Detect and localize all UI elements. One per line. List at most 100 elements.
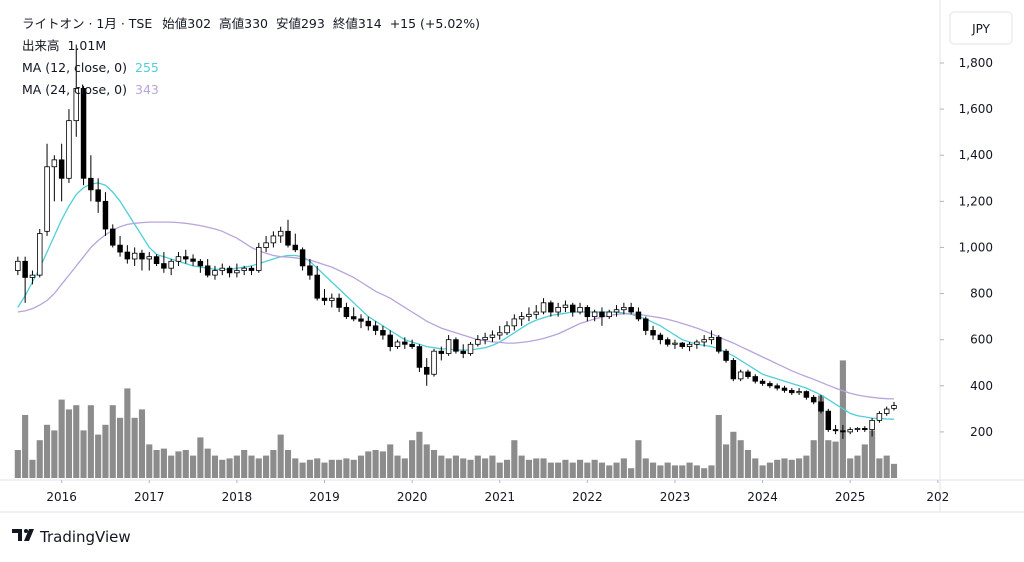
volume-bar	[518, 455, 525, 478]
volume-bar	[708, 465, 715, 478]
candle-body	[518, 316, 525, 320]
volume-bar	[482, 458, 489, 478]
candle-body	[489, 334, 496, 338]
candle-body	[643, 318, 649, 331]
volume-bar	[657, 465, 664, 478]
candle-body	[175, 256, 182, 262]
volume-bar	[679, 465, 686, 478]
volume-bar	[839, 360, 846, 478]
volume-bar	[336, 459, 343, 478]
volume-bar	[489, 455, 496, 478]
candle-body	[767, 383, 773, 387]
close-label: 終値	[333, 16, 358, 31]
volume-bar	[445, 458, 452, 478]
volume-bar	[321, 462, 328, 478]
volume-bar	[438, 455, 445, 478]
candle-body	[73, 87, 79, 122]
volume-bar	[372, 450, 379, 478]
volume-bar	[226, 458, 233, 478]
y-tick-label: 400	[970, 379, 993, 393]
candle-body	[292, 244, 299, 251]
volume-bar	[248, 455, 255, 478]
ma12-legend[interactable]: MA (12, close, 0) 255	[22, 60, 159, 75]
candle-body	[482, 336, 488, 341]
volume-bar	[825, 440, 832, 478]
candle-body	[22, 260, 28, 278]
volume-bar	[452, 455, 459, 478]
volume-bar	[175, 451, 182, 478]
logo-icon	[12, 529, 34, 541]
volume-bar	[219, 459, 226, 478]
x-tick-label: 2020	[397, 490, 428, 504]
volume-bar	[620, 458, 627, 478]
volume-bar	[263, 455, 270, 478]
volume-bar	[876, 458, 883, 478]
ma24-legend[interactable]: MA (24, close, 0) 343	[22, 82, 159, 97]
volume-bar	[58, 399, 65, 478]
volume-bar	[803, 455, 810, 478]
candle-body	[431, 350, 437, 375]
volume-bar	[613, 462, 620, 478]
volume-bar	[598, 462, 606, 478]
volume-bar	[503, 459, 511, 478]
volume-bar	[555, 462, 562, 478]
candle-body	[694, 341, 700, 345]
change-value: +15 (+5.02%)	[390, 16, 480, 31]
candle-body	[402, 341, 408, 345]
volume-bar	[387, 444, 394, 478]
candle-body	[204, 265, 211, 276]
volume-bar	[460, 458, 467, 478]
candle-body	[241, 267, 247, 271]
high-label: 高値	[219, 16, 244, 31]
volume-bar	[116, 417, 124, 478]
volume-bar	[533, 458, 540, 478]
header-line: ライトオン · 1月 · TSE 始値302 高値330 安値293 終値314…	[22, 16, 480, 31]
y-tick-label: 1,600	[959, 102, 993, 116]
candle-body	[475, 339, 481, 345]
candle-body	[570, 304, 576, 313]
volume-bar	[759, 465, 766, 478]
candle-body	[591, 311, 598, 318]
candle-body	[343, 306, 350, 318]
volume-bar	[182, 450, 189, 478]
volume-bar	[635, 440, 642, 478]
candle-body	[212, 270, 218, 276]
candle-body	[577, 306, 583, 313]
volume-legend: 出来高 1.01M	[22, 38, 106, 53]
volume-bar	[540, 458, 547, 478]
volume-bar	[664, 462, 671, 478]
candle-body	[153, 256, 160, 264]
volume-bar	[847, 458, 854, 478]
candle-body	[190, 258, 196, 262]
candle-body	[197, 260, 204, 267]
currency-button[interactable]	[949, 11, 1013, 45]
candle-body	[146, 256, 153, 260]
volume-bar	[394, 455, 401, 478]
candle-body	[117, 244, 123, 253]
candle-body	[307, 265, 313, 276]
volume-bar	[423, 444, 430, 478]
candle-body	[584, 306, 591, 318]
candle-body	[409, 343, 415, 347]
candle-body	[818, 401, 824, 412]
volume-bar	[365, 451, 372, 478]
volume-bar	[817, 395, 825, 478]
volume-bar	[233, 455, 240, 478]
candle-body	[445, 339, 452, 354]
volume-bar	[569, 462, 576, 478]
candle-body	[883, 408, 890, 414]
candle-body	[66, 120, 72, 179]
volume-bar	[642, 458, 649, 478]
candle-body	[496, 332, 503, 336]
x-tick-label: 2023	[660, 490, 691, 504]
candle-body	[110, 228, 116, 246]
candle-body	[796, 391, 802, 394]
volume-bar	[241, 450, 248, 478]
volume-bar	[168, 455, 175, 478]
candle-body	[854, 428, 861, 430]
plot-area: 200 400 600 800 1,000 1,200 1,400 1,600 1,800 201…	[14, 44, 993, 504]
candle-body	[365, 320, 372, 327]
volume-bar	[693, 465, 700, 478]
volume-bar	[591, 459, 598, 478]
